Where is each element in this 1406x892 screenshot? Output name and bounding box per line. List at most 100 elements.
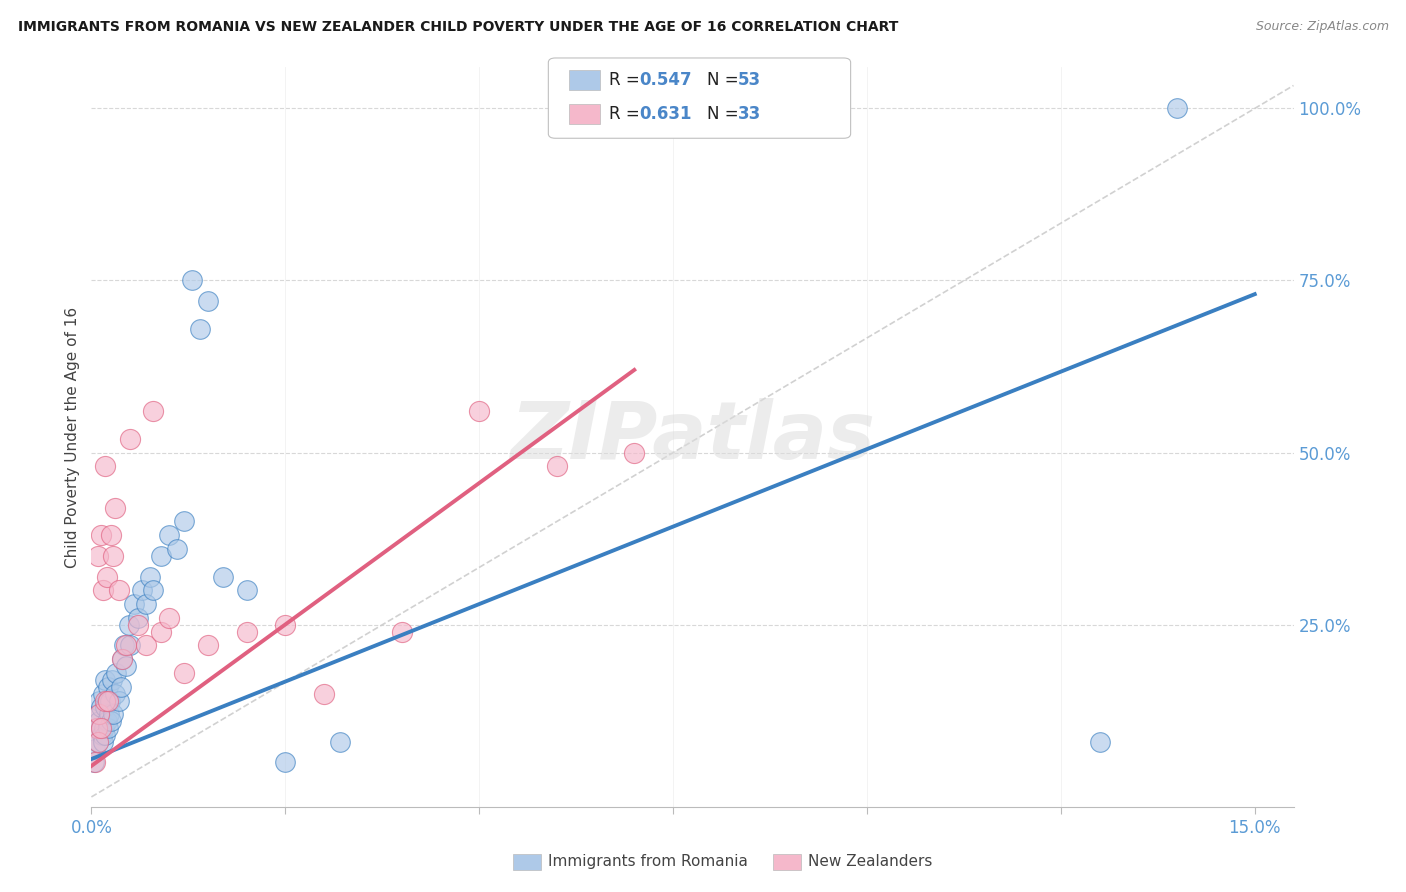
Point [104,687,127,701]
Text: 53: 53 [738,71,761,89]
Y-axis label: Child Poverty Under the Age of 16: Child Poverty Under the Age of 16 [65,307,80,567]
Point [100,714,122,728]
Point [150,624,173,639]
Point [115,639,138,653]
Text: 33: 33 [738,105,762,123]
Point [127,617,149,632]
Point [138,569,160,583]
Text: New Zealanders: New Zealanders [808,855,932,869]
Text: 0.631: 0.631 [640,105,692,123]
Point [235,624,257,639]
Point [115,659,138,673]
Point [100,528,122,542]
Point [91,728,114,742]
Point [105,665,128,680]
Point [120,432,142,446]
Point [90,700,112,714]
Point [91,583,114,598]
Point [97,680,120,694]
Point [98,707,121,722]
Point [312,687,335,701]
Point [391,624,413,639]
Text: IMMIGRANTS FROM ROMANIA VS NEW ZEALANDER CHILD POVERTY UNDER THE AGE OF 16 CORRE: IMMIGRANTS FROM ROMANIA VS NEW ZEALANDER… [18,20,898,34]
Point [142,583,165,598]
Point [84,756,107,770]
Point [142,404,165,418]
Point [94,728,117,742]
Point [89,707,111,722]
Point [87,735,110,749]
Point [274,756,297,770]
Point [120,639,142,653]
Point [623,445,645,459]
Text: R =: R = [609,105,645,123]
Point [188,321,211,335]
Point [86,721,108,735]
Point [173,515,195,529]
Point [1088,735,1111,749]
Point [212,569,235,583]
Point [157,611,180,625]
Point [173,665,195,680]
Point [468,404,491,418]
Point [111,652,134,666]
Point [96,569,118,583]
Point [97,721,120,735]
Point [86,721,108,735]
Text: Immigrants from Romania: Immigrants from Romania [548,855,748,869]
Point [197,639,219,653]
Point [86,549,108,563]
Point [546,459,568,474]
Point [93,700,115,714]
Point [84,741,107,756]
Point [96,693,118,707]
Text: 0.547: 0.547 [640,71,692,89]
Point [90,721,112,735]
Point [111,652,134,666]
Text: ZIPatlas: ZIPatlas [510,398,875,476]
Point [110,680,132,694]
Point [94,673,117,687]
Point [93,459,115,474]
Point [89,714,111,728]
Point [181,273,204,287]
Point [135,597,157,611]
Point [94,693,117,707]
Point [91,687,114,701]
Point [91,735,114,749]
Text: R =: R = [609,71,645,89]
Text: Source: ZipAtlas.com: Source: ZipAtlas.com [1256,20,1389,33]
Point [86,735,108,749]
Point [104,500,127,515]
Point [93,721,115,735]
Point [329,735,352,749]
Point [101,549,124,563]
Point [1166,101,1188,115]
Point [131,583,153,598]
Point [235,583,257,598]
Point [89,693,111,707]
Point [100,673,122,687]
Point [150,549,173,563]
Point [90,721,112,735]
Point [135,639,157,653]
Point [157,528,180,542]
Point [101,707,124,722]
Point [83,756,105,770]
Text: N =: N = [707,71,744,89]
Point [122,597,145,611]
Point [97,693,120,707]
Point [98,693,121,707]
Point [274,617,297,632]
Point [117,617,139,632]
Point [197,294,219,309]
Point [90,528,112,542]
Point [127,611,149,625]
Point [107,583,129,598]
Point [86,707,108,722]
Point [96,714,118,728]
Point [107,693,129,707]
Point [166,541,188,556]
Text: N =: N = [707,105,744,123]
Point [112,639,135,653]
